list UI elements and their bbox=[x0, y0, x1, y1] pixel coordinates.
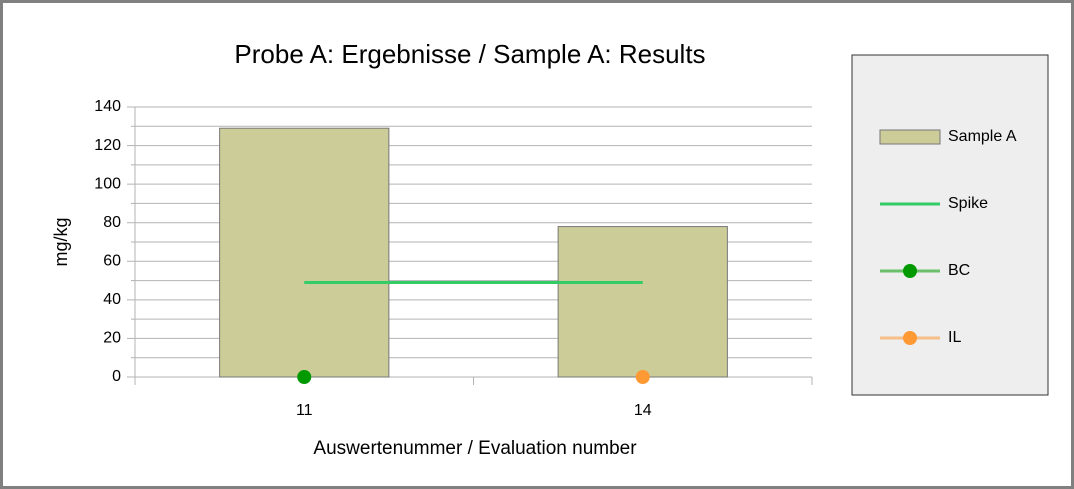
y-tick-label: 20 bbox=[103, 330, 121, 347]
bar bbox=[219, 127, 390, 378]
legend-label: Sample A bbox=[948, 128, 1017, 145]
point bbox=[635, 370, 650, 384]
x-axis-label: Auswertenummer / Evaluation number bbox=[313, 438, 637, 459]
y-tick-label: 120 bbox=[94, 137, 121, 154]
x-tick-label: 14 bbox=[634, 402, 652, 419]
point bbox=[297, 370, 312, 384]
x-tick-label: 11 bbox=[296, 402, 313, 419]
legend-label: Spike bbox=[948, 195, 988, 212]
y-tick-label: 40 bbox=[103, 291, 121, 308]
legend-marker bbox=[903, 331, 917, 345]
y-tick-label: 60 bbox=[103, 253, 121, 270]
y-axis-label: mg/kg bbox=[51, 217, 71, 266]
legend-label: BC bbox=[948, 262, 970, 279]
legend-label: IL bbox=[948, 329, 961, 346]
y-tick-label: 140 bbox=[94, 98, 121, 115]
legend-marker bbox=[903, 264, 917, 278]
bar bbox=[557, 226, 728, 378]
y-tick-label: 100 bbox=[94, 175, 121, 192]
y-tick-label: 0 bbox=[112, 368, 121, 385]
chart-title: Probe A: Ergebnisse / Sample A: Results bbox=[234, 39, 705, 69]
y-tick-label: 80 bbox=[103, 214, 121, 231]
legend-swatch bbox=[879, 129, 941, 145]
